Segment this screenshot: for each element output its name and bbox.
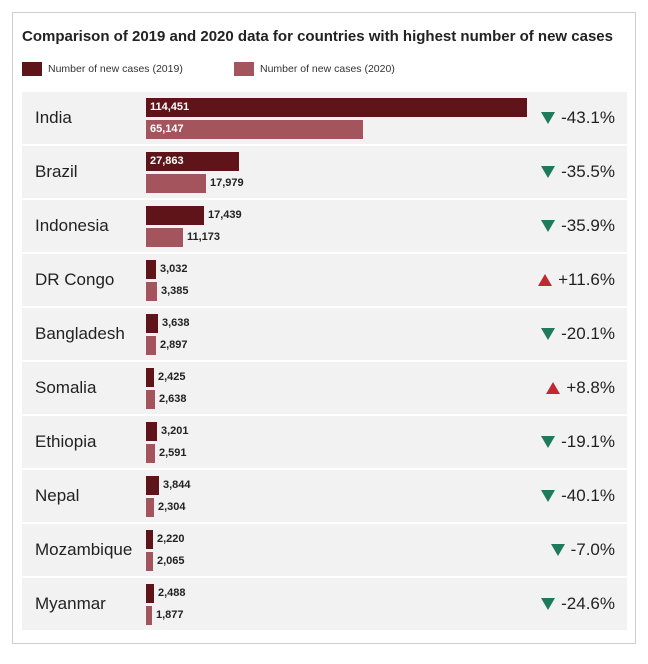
bar-2019 (146, 206, 204, 225)
change-label: -35.5% (561, 162, 615, 181)
change-indicator: -43.1% (541, 92, 615, 144)
change-label: -24.6% (561, 594, 615, 613)
legend-label-2020: Number of new cases (2020) (260, 63, 395, 75)
chart-row-ethiopia: Ethiopia 3,201 2,591 -19.1% (22, 416, 627, 468)
change-label: +11.6% (558, 270, 615, 289)
data-label-2019: 17,439 (208, 209, 242, 221)
triangle-down-icon (541, 436, 556, 448)
change-indicator: -35.9% (541, 200, 615, 252)
triangle-down-icon (541, 328, 556, 340)
data-label-2019: 3,201 (161, 425, 189, 437)
change-indicator: -24.6% (541, 578, 615, 630)
triangle-down-icon (541, 166, 556, 178)
triangle-down-icon (541, 220, 556, 232)
bar-2020 (146, 606, 152, 625)
data-label-2020: 2,591 (159, 447, 187, 459)
data-label-2020: 3,385 (161, 285, 189, 297)
bar-2020 (146, 498, 154, 517)
bar-2020 (146, 552, 153, 571)
bar-2020 (146, 282, 157, 301)
category-label: Ethiopia (35, 432, 97, 451)
data-label-2020: 17,979 (210, 177, 244, 189)
category-label: Nepal (35, 486, 80, 505)
data-label-2019: 3,638 (162, 317, 190, 329)
bar-2020 (146, 444, 155, 463)
data-label-2019: 114,451 (150, 101, 190, 113)
data-label-2020: 1,877 (156, 609, 184, 621)
change-label: +8.8% (566, 378, 615, 397)
change-label: -35.9% (561, 216, 615, 235)
bar-2020 (146, 228, 183, 247)
bar-2019 (146, 152, 239, 171)
data-label-2019: 2,220 (157, 533, 185, 545)
bar-2019 (146, 584, 154, 603)
category-label: Somalia (35, 378, 97, 397)
triangle-down-icon (541, 598, 556, 610)
change-indicator: -19.1% (541, 416, 615, 468)
data-label-2019: 2,488 (158, 587, 186, 599)
category-label: Mozambique (35, 540, 133, 559)
bar-2019 (146, 422, 157, 441)
category-label: Indonesia (35, 216, 109, 235)
data-label-2019: 3,032 (160, 263, 188, 275)
chart-row-nepal: Nepal 3,844 2,304 -40.1% (22, 470, 627, 522)
change-indicator: -7.0% (550, 524, 615, 576)
chart-row-somalia: Somalia 2,425 2,638 +8.8% (22, 362, 627, 414)
legend-item-2019: Number of new cases (2019) (22, 62, 183, 76)
bar-2019 (146, 530, 153, 549)
data-label-2020: 11,173 (187, 231, 221, 243)
triangle-up-icon (546, 382, 561, 394)
data-label-2020: 2,065 (157, 555, 185, 567)
chart-row-indonesia: Indonesia 17,439 11,173 -35.9% (22, 200, 627, 252)
category-label: Myanmar (35, 594, 106, 613)
bar-2019 (146, 476, 159, 495)
legend-swatch-2019 (22, 62, 42, 76)
triangle-down-icon (541, 490, 556, 502)
chart-row-mozambique: Mozambique 2,220 2,065 -7.0% (22, 524, 627, 576)
bar-2020 (146, 390, 155, 409)
triangle-down-icon (541, 112, 556, 124)
category-label: Bangladesh (35, 324, 125, 343)
data-label-2019: 27,863 (150, 155, 184, 167)
data-label-2019: 2,425 (158, 371, 186, 383)
triangle-up-icon (538, 274, 553, 286)
legend-item-2020: Number of new cases (2020) (234, 62, 395, 76)
change-indicator: -35.5% (541, 146, 615, 198)
data-label-2020: 2,304 (158, 501, 186, 513)
legend-label-2019: Number of new cases (2019) (48, 63, 183, 75)
legend-swatch-2020 (234, 62, 254, 76)
change-label: -7.0% (570, 540, 615, 559)
change-label: -43.1% (561, 108, 615, 127)
triangle-down-icon (550, 544, 565, 556)
data-label-2020: 2,897 (160, 339, 188, 351)
chart-row-dr-congo: DR Congo 3,032 3,385 +11.6% (22, 254, 627, 306)
bar-2020 (146, 174, 206, 193)
change-label: -19.1% (561, 432, 615, 451)
bar-2020 (146, 336, 156, 355)
chart-row-brazil: Brazil 27,863 17,979 -35.5% (22, 146, 627, 198)
chart-row-bangladesh: Bangladesh 3,638 2,897 -20.1% (22, 308, 627, 360)
category-label: Brazil (35, 162, 78, 181)
change-indicator: +8.8% (546, 362, 615, 414)
change-indicator: -20.1% (541, 308, 615, 360)
change-label: -20.1% (561, 324, 615, 343)
chart-rows: India 114,451 65,147 -43.1% Brazil 27,863 17,9… (22, 92, 627, 632)
category-label: India (35, 108, 72, 127)
data-label-2019: 3,844 (163, 479, 191, 491)
bar-2020 (146, 120, 363, 139)
change-indicator: +11.6% (538, 254, 615, 306)
bar-2019 (146, 368, 154, 387)
category-label: DR Congo (35, 270, 115, 289)
chart-row-myanmar: Myanmar 2,488 1,877 -24.6% (22, 578, 627, 630)
bar-2019 (146, 260, 156, 279)
chart-title: Comparison of 2019 and 2020 data for cou… (22, 28, 613, 45)
chart-row-india: India 114,451 65,147 -43.1% (22, 92, 627, 144)
data-label-2020: 65,147 (150, 123, 184, 135)
bar-2019 (146, 314, 158, 333)
data-label-2020: 2,638 (159, 393, 187, 405)
change-indicator: -40.1% (541, 470, 615, 522)
change-label: -40.1% (561, 486, 615, 505)
bar-2019 (146, 98, 527, 117)
